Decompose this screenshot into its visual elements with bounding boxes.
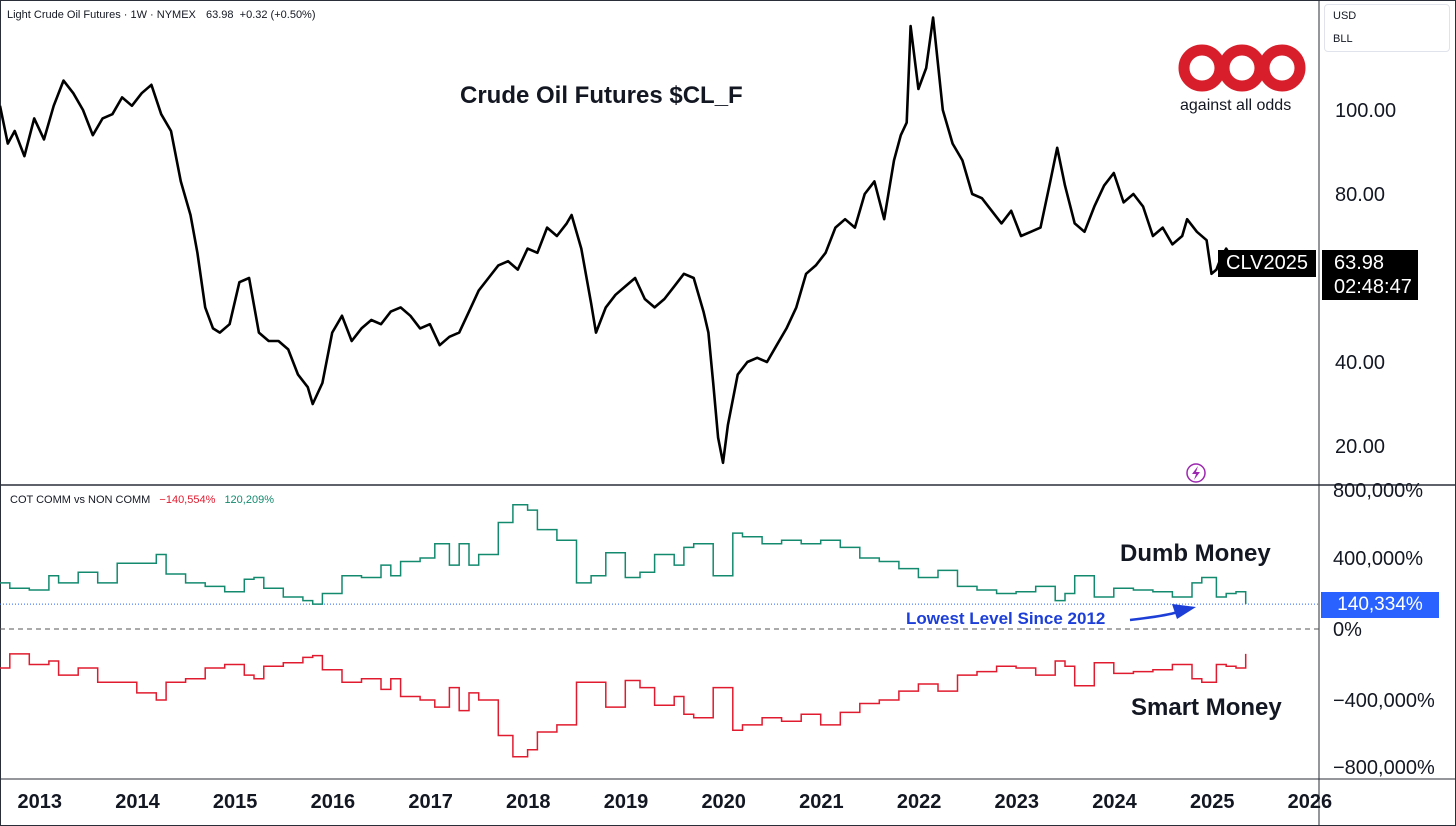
year-tick-label: 2016 — [311, 791, 356, 813]
oscillator-tick-label: 0% — [1333, 619, 1362, 641]
price-tick-label: 20.00 — [1335, 436, 1385, 458]
symbol-legend[interactable]: Light Crude Oil Futures · 1W · NYMEX 63.… — [7, 9, 316, 21]
time-axis-ticks: 2013 2014 2015 2016 2017 2018 2019 2020 2021 2022… — [18, 791, 1333, 813]
comm-value: −140,554% — [159, 494, 216, 506]
oscillator-tick-label: −400,000% — [1333, 690, 1435, 712]
year-tick-label: 2023 — [995, 791, 1040, 813]
lowest-level-arrowhead — [1172, 604, 1196, 619]
indicator-legend[interactable]: COT COMM vs NON COMM −140,554% 120,209% — [10, 494, 274, 506]
year-tick-label: 2024 — [1092, 791, 1137, 813]
year-tick-label: 2026 — [1288, 791, 1333, 813]
lowest-level-arrow — [1129, 610, 1179, 622]
contract-badge: CLV2025 — [1218, 250, 1316, 277]
price-tick-label: 100.00 — [1335, 100, 1396, 122]
logo-ring-2 — [1218, 44, 1266, 92]
year-tick-label: 2014 — [115, 791, 160, 813]
oscillator-tick-label: 800,000% — [1333, 480, 1423, 502]
year-tick-label: 2018 — [506, 791, 551, 813]
comm-series-line — [0, 653, 1247, 758]
year-tick-label: 2017 — [408, 791, 453, 813]
dumb-money-label: Dumb Money — [1120, 540, 1271, 567]
oscillator-tick-label: 400,000% — [1333, 548, 1423, 570]
chart-title: Crude Oil Futures $CL_F — [460, 82, 743, 109]
year-tick-label: 2021 — [799, 791, 844, 813]
unit-selector[interactable]: USD BLL — [1324, 4, 1450, 52]
last-price: 63.98 — [206, 9, 234, 21]
year-tick-label: 2025 — [1190, 791, 1235, 813]
price-axis-ticks: 20.00 40.00 80.00 100.00 — [1335, 100, 1396, 458]
price-tick-label: 80.00 — [1335, 184, 1385, 206]
price-badge: 63.98 02:48:47 — [1322, 250, 1418, 300]
year-tick-label: 2020 — [701, 791, 746, 813]
indicator-name: COT COMM vs NON COMM — [10, 494, 151, 506]
logo-ring-3 — [1258, 44, 1306, 92]
lightning-icon[interactable] — [1186, 463, 1206, 483]
smart-money-label: Smart Money — [1131, 694, 1282, 721]
price-badge-value: 63.98 — [1334, 252, 1385, 274]
noncomm-value: 120,209% — [224, 494, 274, 506]
unit-label: BLL — [1333, 33, 1353, 45]
price-badge-countdown: 02:48:47 — [1334, 276, 1412, 298]
symbol-title: Light Crude Oil Futures · 1W · NYMEX — [7, 9, 196, 21]
oscillator-axis-ticks: 800,000% 400,000% 0% −400,000% −800,000% — [1333, 480, 1435, 779]
lowest-level-label: Lowest Level Since 2012 — [906, 609, 1106, 628]
year-tick-label: 2013 — [18, 791, 63, 813]
price-series-line — [0, 16, 1247, 465]
brand-tagline: against all odds — [1180, 97, 1292, 114]
price-change: +0.32 (+0.50%) — [239, 9, 316, 21]
year-tick-label: 2015 — [213, 791, 258, 813]
year-tick-label: 2019 — [604, 791, 649, 813]
logo-ring-1 — [1178, 44, 1226, 92]
brand-logo — [1178, 44, 1306, 92]
oscillator-current-badge: 140,334% — [1321, 592, 1439, 618]
price-tick-label: 40.00 — [1335, 352, 1385, 374]
noncomm-series-line — [0, 504, 1247, 605]
currency-label: USD — [1333, 10, 1357, 22]
year-tick-label: 2022 — [897, 791, 942, 813]
oscillator-tick-label: −800,000% — [1333, 757, 1435, 779]
